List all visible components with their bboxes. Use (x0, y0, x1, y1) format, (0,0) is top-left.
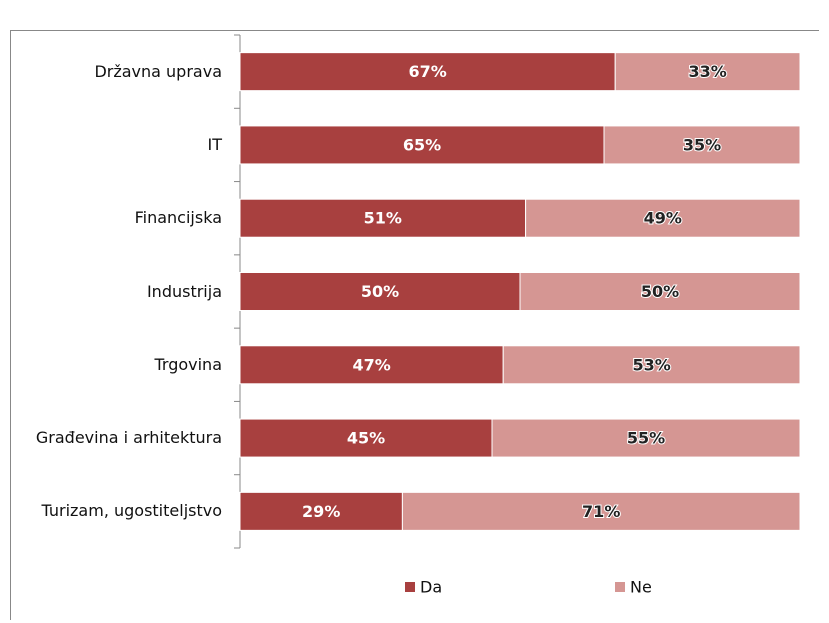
value-label: 33% (688, 62, 726, 81)
value-label: 47% (352, 355, 390, 374)
category-label: Financijska (134, 208, 222, 228)
bar-segment (502, 345, 801, 385)
bar-segment (239, 52, 616, 92)
category-label: Industrija (146, 281, 222, 301)
category-label: Državna uprava (94, 61, 222, 81)
value-label: 45% (347, 429, 385, 448)
bar-segment (491, 418, 801, 458)
value-label: 49% (644, 209, 682, 228)
bar-segment (603, 125, 801, 165)
bar-segment (519, 272, 801, 311)
bar-segment (525, 198, 801, 238)
bar-segment (239, 491, 403, 531)
bar-segment (239, 418, 493, 458)
category-label: Turizam, ugostiteljstvo (41, 501, 222, 521)
category-label: Građevina i arhitektura (35, 428, 222, 448)
legend-swatch (405, 582, 415, 592)
legend-label: Da (420, 578, 442, 597)
value-label: 71% (582, 502, 620, 521)
value-label: 67% (408, 62, 446, 81)
bar-segment (614, 52, 801, 92)
bar-segment (401, 491, 801, 531)
value-label: 53% (632, 355, 670, 374)
value-label: 35% (683, 135, 721, 154)
value-label: 55% (627, 429, 665, 448)
bar-segment (239, 272, 521, 311)
value-label: 50% (641, 282, 679, 301)
category-label: Trgovina (154, 354, 222, 374)
value-label: 29% (302, 502, 340, 521)
chart-frame (10, 30, 819, 620)
category-label: IT (207, 134, 223, 154)
legend-label: Ne (630, 578, 652, 597)
legend-swatch (615, 582, 625, 592)
value-label: 65% (403, 135, 441, 154)
value-label: 50% (361, 282, 399, 301)
bar-segment (239, 345, 504, 385)
value-label: 51% (364, 209, 402, 228)
